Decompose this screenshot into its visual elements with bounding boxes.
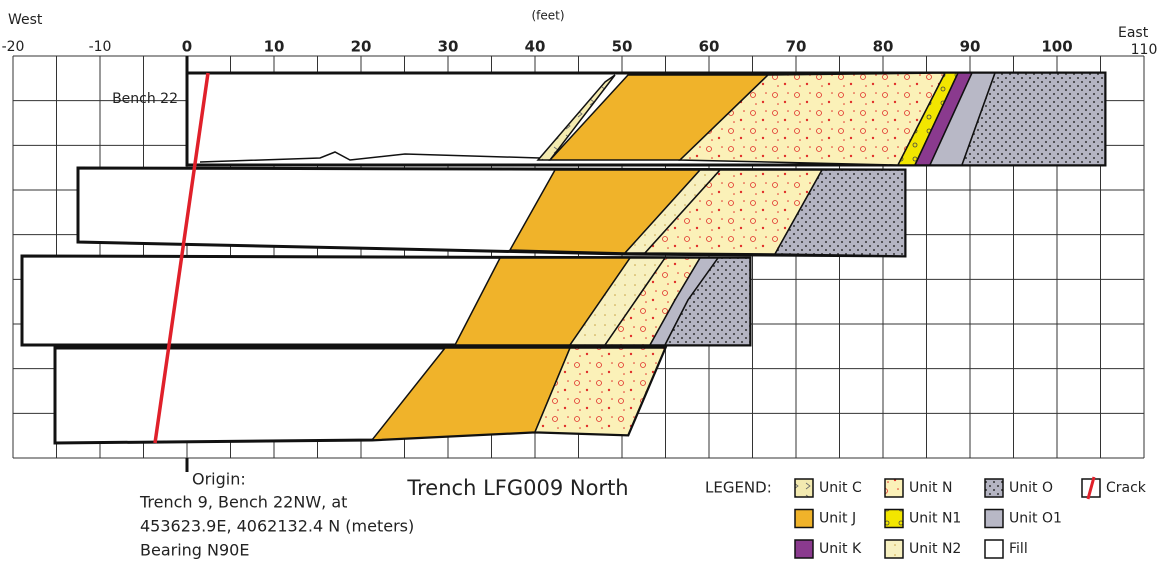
x-tick-label: 90: [960, 38, 981, 56]
surface: [199, 151, 541, 163]
unit-o: [773, 169, 906, 257]
x-tick-label: 60: [699, 38, 720, 56]
legend-swatch: [794, 478, 814, 498]
origin-line: Trench 9, Bench 22NW, at: [139, 493, 347, 512]
legend-entry: Unit O: [1009, 480, 1053, 496]
x-tick-label: 110: [1131, 42, 1158, 58]
x-tick-label: 50: [612, 38, 633, 56]
x-tick-label: -20: [2, 39, 25, 55]
x-tick-label: 0: [182, 38, 192, 56]
unit-label: (feet): [531, 9, 564, 23]
legend-swatch: [984, 539, 1004, 559]
x-tick-label: 80: [873, 38, 894, 56]
crack: [153, 72, 210, 444]
x-tick-label: 10: [264, 38, 285, 56]
legend-entry: Unit K: [819, 541, 862, 557]
x-tick-label: -10: [89, 39, 112, 55]
legend-crack: [1086, 476, 1096, 500]
x-tick-label: 30: [438, 38, 459, 56]
legend-swatch: [884, 508, 904, 529]
origin-line: Bearing N90E: [140, 541, 249, 560]
legend-entry: Unit N: [909, 480, 952, 496]
x-tick-label: 40: [525, 38, 546, 56]
legend-entry: Unit O1: [1009, 511, 1062, 527]
legend-label: LEGEND:: [705, 479, 772, 497]
legend-swatch: [884, 539, 904, 559]
legend-swatch: [984, 478, 1004, 498]
legend-entry: Unit N2: [909, 541, 961, 557]
legend-entry: Crack: [1106, 480, 1147, 496]
bench-3: [20, 254, 752, 347]
legend-entry: Unit N1: [909, 511, 961, 527]
legend-swatch: [884, 478, 904, 498]
unit-o: [663, 257, 751, 346]
origin-heading: Origin:: [192, 470, 246, 489]
legend: Unit C Unit J Unit K Unit N Unit N1 Unit N2 Un…: [794, 476, 1147, 559]
x-tick-label: 70: [786, 38, 807, 56]
legend-swatch: [794, 508, 814, 529]
legend-swatch: [984, 508, 1004, 529]
legend-entry: Fill: [1009, 541, 1028, 557]
unit-o: [960, 72, 1106, 166]
west-label: West: [8, 12, 43, 28]
bench-1: [185, 71, 1107, 167]
bench-4: [53, 346, 668, 445]
x-tick-label: 100: [1041, 38, 1072, 56]
bench-label: Bench 22: [112, 91, 178, 107]
legend-entry: Unit J: [819, 511, 856, 527]
x-ticks: -20 -10 0 10 20 30 40 50 60 70 80 90 100 110: [2, 38, 1158, 59]
bench-2: [76, 166, 907, 258]
unit-n: [533, 347, 667, 436]
east-label: East: [1118, 25, 1149, 41]
legend-swatch: [794, 539, 814, 559]
legend-entry: Unit C: [819, 480, 862, 496]
diagram-title: Trench LFG009 North: [406, 476, 628, 500]
origin-line: 453623.9E, 4062132.4 N (meters): [140, 517, 414, 536]
x-tick-label: 20: [351, 38, 372, 56]
